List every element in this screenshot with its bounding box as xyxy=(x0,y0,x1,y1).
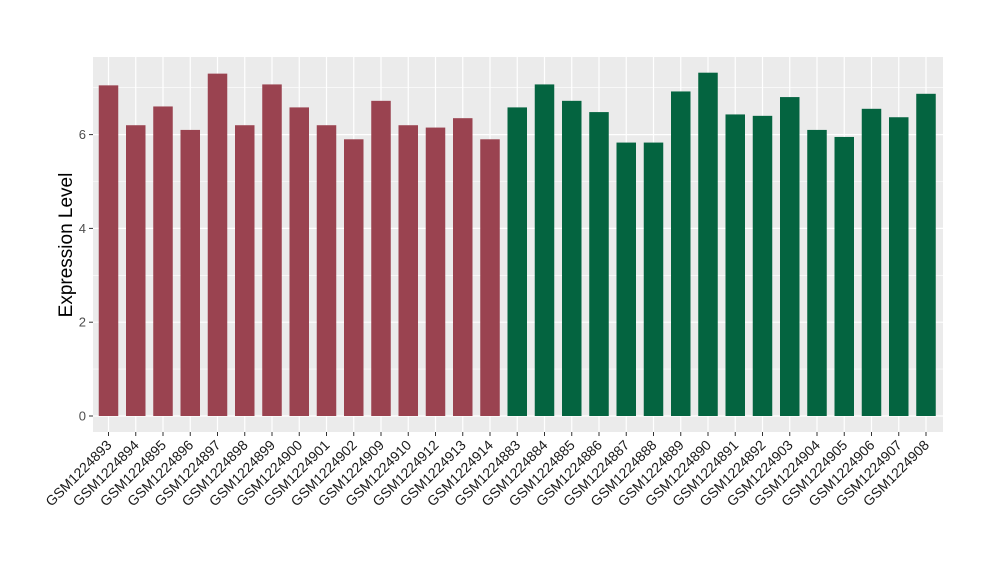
bar-GSM1224900 xyxy=(289,107,309,416)
bar-GSM1224912 xyxy=(425,127,446,416)
bar-GSM1224892 xyxy=(752,115,773,416)
bar-GSM1224893 xyxy=(98,85,119,416)
bar-GSM1224902 xyxy=(344,139,364,417)
bar-GSM1224896 xyxy=(180,129,200,416)
bars xyxy=(98,72,936,417)
bar-GSM1224914 xyxy=(480,139,500,417)
bar-GSM1224899 xyxy=(262,84,282,417)
bar-GSM1224910 xyxy=(398,125,418,416)
y-tick-label: 6 xyxy=(79,127,86,142)
bar-GSM1224888 xyxy=(643,142,664,416)
bar-GSM1224901 xyxy=(316,125,337,416)
bar-GSM1224908 xyxy=(916,93,936,416)
bar-GSM1224909 xyxy=(371,100,391,416)
bar-GSM1224904 xyxy=(807,129,827,416)
bar-GSM1224885 xyxy=(562,100,582,416)
y-tick-label: 2 xyxy=(79,315,86,330)
bar-GSM1224883 xyxy=(507,107,527,416)
bar-GSM1224895 xyxy=(153,106,173,417)
y-tick-label: 4 xyxy=(79,221,86,236)
y-tick-label: 0 xyxy=(79,409,86,424)
bar-GSM1224884 xyxy=(534,84,555,417)
bar-GSM1224887 xyxy=(616,142,636,416)
bar-GSM1224891 xyxy=(725,114,745,417)
bar-GSM1224897 xyxy=(207,73,228,416)
y-axis-title: Expression Level xyxy=(56,173,77,318)
bar-GSM1224890 xyxy=(698,72,718,416)
bar-GSM1224886 xyxy=(589,112,609,416)
x-axis: GSM1224893GSM1224894GSM1224895GSM1224896… xyxy=(42,432,932,509)
bar-GSM1224889 xyxy=(671,91,691,417)
bar-GSM1224898 xyxy=(235,125,255,416)
bar-GSM1224894 xyxy=(126,125,146,416)
bar-GSM1224907 xyxy=(889,117,909,416)
bar-GSM1224903 xyxy=(780,97,800,416)
y-axis: 0 2 4 6 xyxy=(79,127,93,424)
bar-GSM1224913 xyxy=(453,118,473,416)
bar-GSM1224905 xyxy=(834,136,854,416)
bar-GSM1224906 xyxy=(861,108,882,417)
